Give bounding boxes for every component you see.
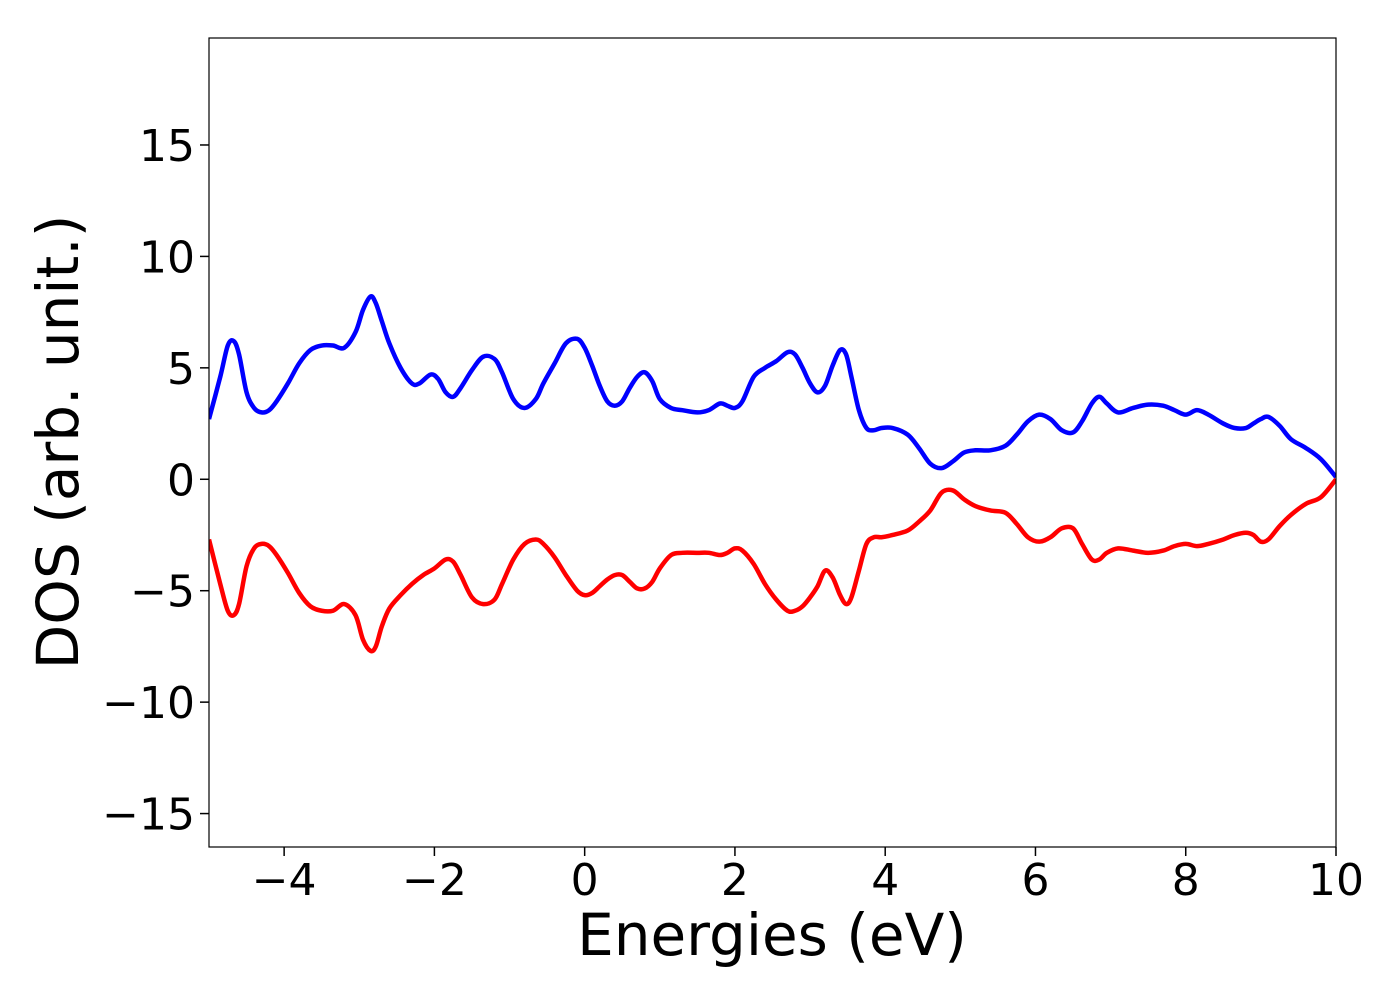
x-tick-label: 0 [571,855,599,906]
x-tick-label: 4 [871,855,899,906]
y-tick-label: −15 [102,790,195,841]
x-tick-label: −2 [402,855,467,906]
x-tick-label: 6 [1021,855,1049,906]
x-axis: −4 −2 0 2 4 6 8 10 [252,847,1364,906]
series-line-1 [209,294,1336,479]
y-axis-label: DOS (arb. unit.) [24,215,92,670]
series-line-2 [209,477,1336,654]
series-layer [209,294,1336,654]
y-tick-label: 15 [139,121,195,172]
y-tick-label: 10 [139,232,195,283]
x-tick-label: 2 [721,855,749,906]
plot-frame [208,37,1337,848]
y-axis: −15 −10 −5 0 5 10 15 [102,121,209,841]
x-tick-label: −4 [252,855,317,906]
y-tick-label: −10 [102,678,195,729]
y-tick-label: −5 [130,567,195,618]
y-tick-label: 5 [167,344,195,395]
x-axis-label: Energies (eV) [577,901,967,969]
y-tick-label: 0 [167,455,195,506]
x-tick-label: 8 [1172,855,1200,906]
x-tick-label: 10 [1308,855,1364,906]
